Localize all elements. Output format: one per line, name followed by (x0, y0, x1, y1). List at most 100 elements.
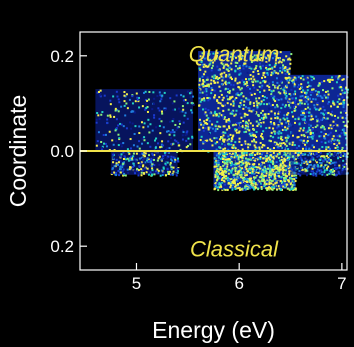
heatmap-point (314, 172, 317, 175)
heatmap-point (207, 65, 210, 68)
heatmap-point (297, 135, 300, 138)
heatmap-point (311, 170, 314, 173)
heatmap-point (221, 136, 224, 139)
heatmap-point (212, 77, 215, 80)
heatmap-point (311, 158, 314, 161)
heatmap-point (218, 68, 221, 71)
heatmap-point (289, 93, 292, 96)
heatmap-point (117, 154, 120, 157)
heatmap-point (313, 106, 316, 109)
heatmap-point (234, 177, 237, 180)
heatmap-point (316, 155, 319, 158)
heatmap-point (265, 57, 268, 60)
heatmap-point (316, 102, 319, 105)
heatmap-point (311, 156, 314, 159)
heatmap-point (281, 138, 284, 141)
heatmap-point (262, 130, 265, 133)
heatmap-point (303, 90, 306, 93)
heatmap-point (294, 187, 297, 190)
heatmap-point (158, 117, 161, 120)
heatmap-point (277, 61, 280, 64)
heatmap-point (252, 75, 255, 78)
heatmap-point (255, 100, 258, 103)
heatmap-point (244, 185, 247, 188)
heatmap-point (253, 60, 256, 63)
heatmap-point (213, 167, 216, 170)
heatmap-point (227, 155, 230, 158)
heatmap-point (202, 79, 205, 82)
heatmap-point (272, 98, 275, 101)
heatmap-point (341, 167, 344, 170)
heatmap-point (294, 90, 297, 93)
heatmap-point (213, 96, 216, 99)
heatmap-point (221, 183, 224, 186)
heatmap-point (225, 120, 228, 123)
heatmap-point (265, 66, 268, 69)
heatmap-point (291, 101, 294, 104)
heatmap-point (246, 126, 249, 129)
heatmap-point (320, 131, 323, 134)
heatmap-point (294, 188, 297, 191)
heatmap-point (243, 100, 246, 103)
heatmap-point (250, 177, 253, 180)
heatmap-point (161, 140, 164, 143)
heatmap-point (171, 129, 174, 132)
heatmap-point (226, 128, 229, 131)
heatmap-point (216, 165, 219, 168)
heatmap-point (134, 169, 137, 172)
heatmap-point (293, 163, 296, 166)
heatmap-point (214, 57, 217, 60)
heatmap-point (233, 174, 236, 177)
heatmap-point (215, 75, 218, 78)
heatmap-point (276, 86, 279, 89)
heatmap-point (273, 178, 276, 181)
heatmap-point (140, 121, 143, 124)
heatmap-point (239, 72, 242, 75)
heatmap-point (176, 168, 179, 171)
heatmap-point (285, 96, 288, 99)
heatmap-point (294, 180, 297, 183)
heatmap-point (125, 93, 128, 96)
heatmap-point (228, 81, 231, 84)
heatmap-point (289, 183, 292, 186)
heatmap-point (329, 124, 332, 127)
heatmap-point (124, 174, 127, 177)
heatmap-point (266, 73, 269, 76)
heatmap-point (226, 160, 229, 163)
heatmap-point (302, 171, 305, 174)
heatmap-point (264, 183, 267, 186)
heatmap-point (309, 129, 312, 132)
heatmap-point (204, 121, 207, 124)
heatmap-point (261, 95, 264, 98)
heatmap-point (325, 117, 328, 120)
heatmap-point (284, 165, 287, 168)
heatmap-point (268, 107, 271, 110)
heatmap-point (168, 133, 171, 136)
heatmap-point (216, 182, 219, 185)
heatmap-point (311, 144, 314, 147)
heatmap-point (114, 165, 117, 168)
heatmap-point (244, 157, 247, 160)
y-axis-label: Coordinate (5, 95, 31, 208)
heatmap-point (286, 79, 289, 82)
heatmap-point (270, 110, 273, 113)
heatmap-point (248, 107, 251, 110)
heatmap-point (203, 120, 206, 123)
heatmap-point (299, 164, 302, 167)
heatmap-point (273, 70, 276, 73)
heatmap-point (277, 124, 280, 127)
heatmap-point (129, 138, 132, 141)
heatmap-point (336, 154, 339, 157)
heatmap-point (298, 170, 301, 173)
heatmap-point (220, 179, 223, 182)
heatmap-point (265, 127, 268, 130)
heatmap-point (300, 162, 303, 165)
heatmap-point (140, 171, 143, 174)
heatmap-point (218, 96, 221, 99)
heatmap-point (216, 162, 219, 165)
heatmap-point (162, 167, 165, 170)
heatmap-point (286, 152, 289, 155)
heatmap-point (231, 112, 234, 115)
density-region-quantum-0 (95, 89, 193, 151)
heatmap-point (310, 79, 313, 82)
